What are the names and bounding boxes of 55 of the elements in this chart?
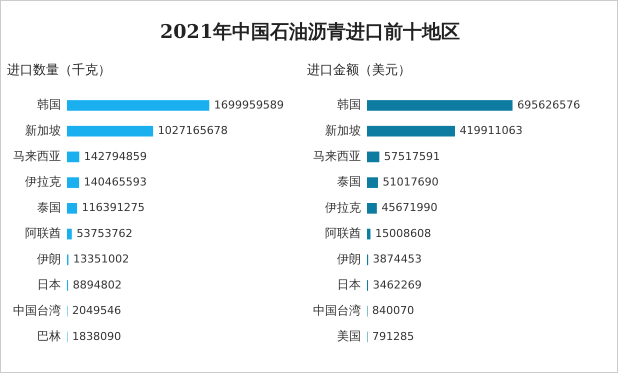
bar <box>367 152 380 162</box>
y-tick-label: 日本 <box>337 278 361 292</box>
y-tick-label: 中国台湾 <box>313 303 361 318</box>
bar <box>67 100 210 111</box>
data-label: 791285 <box>372 330 414 343</box>
data-label: 15008608 <box>375 226 432 240</box>
data-label: 3874453 <box>372 252 422 266</box>
bar <box>367 177 378 188</box>
y-tick-label: 韩国 <box>337 98 361 112</box>
data-label: 142794859 <box>84 150 147 163</box>
y-tick-label: 伊拉克 <box>325 200 361 214</box>
y-tick-label: 新加坡 <box>25 123 61 138</box>
data-label: 45671990 <box>382 201 438 214</box>
bar <box>67 228 72 240</box>
y-tick-label: 马来西亚 <box>313 149 361 164</box>
y-tick-label: 伊朗 <box>37 252 61 266</box>
y-tick-label: 韩国 <box>37 98 61 112</box>
y-tick-label: 美国 <box>337 329 361 344</box>
data-label: 840070 <box>372 304 414 318</box>
bar <box>67 203 78 214</box>
y-tick-label: 泰国 <box>37 200 61 214</box>
data-label: 51017690 <box>382 175 439 188</box>
y-tick-label: 泰国 <box>337 174 361 189</box>
data-label: 53753762 <box>76 226 132 240</box>
data-label: 1699959589 <box>214 98 284 112</box>
bar <box>367 203 377 214</box>
data-label: 116391275 <box>82 201 145 214</box>
data-label: 2049546 <box>72 304 122 318</box>
data-label: 695626576 <box>517 98 580 112</box>
bar <box>67 177 80 188</box>
y-tick-label: 阿联酋 <box>25 226 61 240</box>
data-label: 3462269 <box>372 278 422 292</box>
y-tick-label: 巴林 <box>37 329 61 344</box>
y-tick-label: 伊朗 <box>337 252 361 266</box>
y-tick-label: 马来西亚 <box>13 149 61 164</box>
bar <box>367 100 513 111</box>
data-label: 140465593 <box>84 175 147 188</box>
data-label: 419911063 <box>460 124 523 138</box>
data-label: 13351002 <box>73 252 130 266</box>
y-tick-label: 日本 <box>37 278 61 292</box>
bar <box>367 126 455 137</box>
y-tick-label: 伊拉克 <box>25 174 61 189</box>
data-label: 57517591 <box>384 150 440 163</box>
bar <box>367 228 370 240</box>
data-label: 1027165678 <box>158 124 228 138</box>
chart-subtitle: 进口金额（美元） <box>307 62 411 78</box>
y-tick-label: 新加坡 <box>325 123 361 138</box>
y-tick-label: 阿联酋 <box>325 226 361 240</box>
bar <box>67 126 154 137</box>
data-label: 8894802 <box>72 278 122 292</box>
bar <box>67 152 80 162</box>
data-label: 1838090 <box>72 330 122 343</box>
chart-subtitle: 进口数量（千克） <box>7 63 111 78</box>
y-tick-label: 中国台湾 <box>13 303 61 318</box>
text: 2021年中国石油沥青进口前十地区 <box>159 20 461 45</box>
